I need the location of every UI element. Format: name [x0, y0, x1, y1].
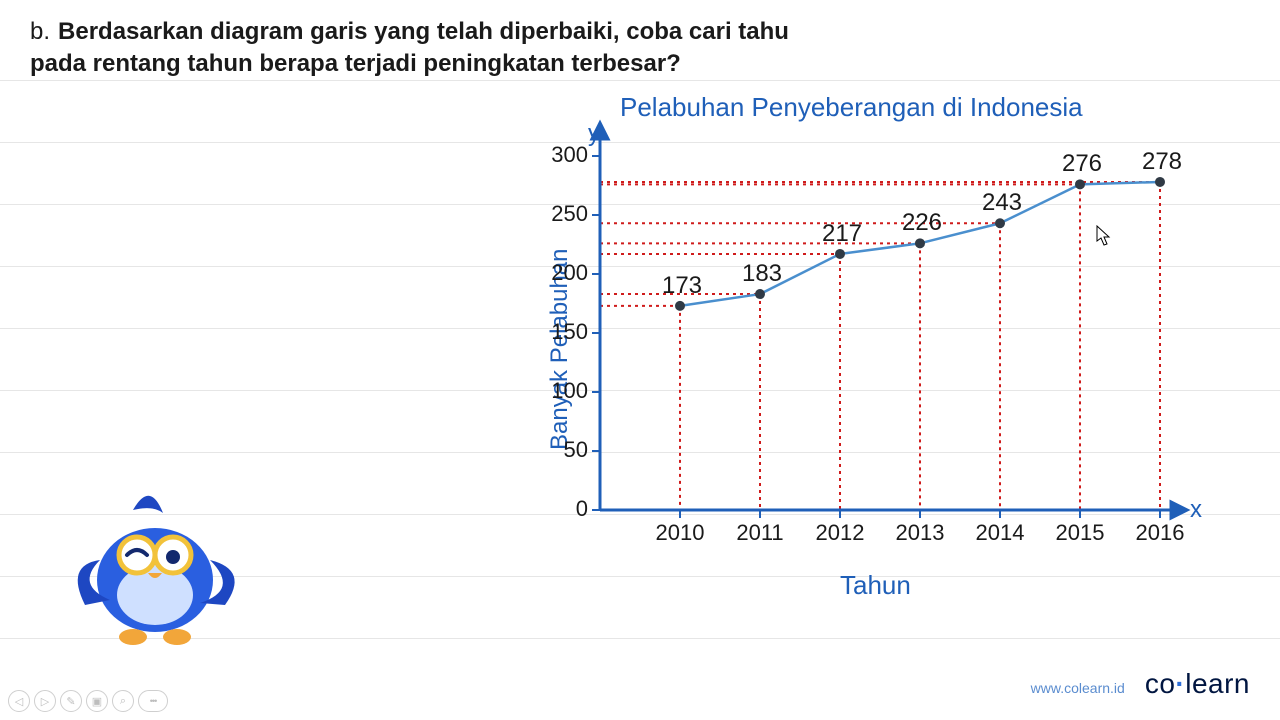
page-root: { "question": { "letter": "b.", "line1":… [0, 0, 1280, 720]
y-tick-label: 200 [528, 260, 588, 286]
data-point-label: 278 [1132, 148, 1192, 176]
data-point-label: 243 [972, 189, 1032, 217]
y-tick-label: 250 [528, 201, 588, 227]
x-tick-label: 2015 [1045, 520, 1115, 546]
x-tick-label: 2013 [885, 520, 955, 546]
nav-prev-icon[interactable]: ◁ [8, 690, 30, 712]
data-point-label: 226 [892, 209, 952, 237]
data-point-label: 183 [732, 260, 792, 288]
mascot-bird-icon [55, 465, 255, 665]
y-tick-label: 0 [528, 496, 588, 522]
y-tick-label: 50 [528, 437, 588, 463]
nav-next-icon[interactable]: ▷ [34, 690, 56, 712]
y-tick-label: 150 [528, 319, 588, 345]
data-point-label: 173 [652, 272, 712, 300]
x-tick-label: 2014 [965, 520, 1035, 546]
x-tick-label: 2016 [1125, 520, 1195, 546]
nav-pen-icon[interactable]: ✎ [60, 690, 82, 712]
nav-icon-row: ◁ ▷ ✎ ▣ ⌕ ••• [8, 690, 168, 712]
x-tick-label: 2012 [805, 520, 875, 546]
footer: www.colearn.id co·learn [1031, 668, 1250, 700]
y-tick-label: 100 [528, 378, 588, 404]
footer-url: www.colearn.id [1031, 680, 1125, 696]
x-tick-label: 2010 [645, 520, 715, 546]
nav-slides-icon[interactable]: ▣ [86, 690, 108, 712]
x-tick-label: 2011 [725, 520, 795, 546]
data-point-label: 217 [812, 220, 872, 248]
cursor-icon [1096, 225, 1112, 247]
y-tick-label: 300 [528, 142, 588, 168]
nav-more-icon[interactable]: ••• [138, 690, 168, 712]
nav-zoom-icon[interactable]: ⌕ [112, 690, 134, 712]
footer-brand: co·learn [1145, 668, 1250, 700]
data-point-label: 276 [1052, 150, 1112, 178]
